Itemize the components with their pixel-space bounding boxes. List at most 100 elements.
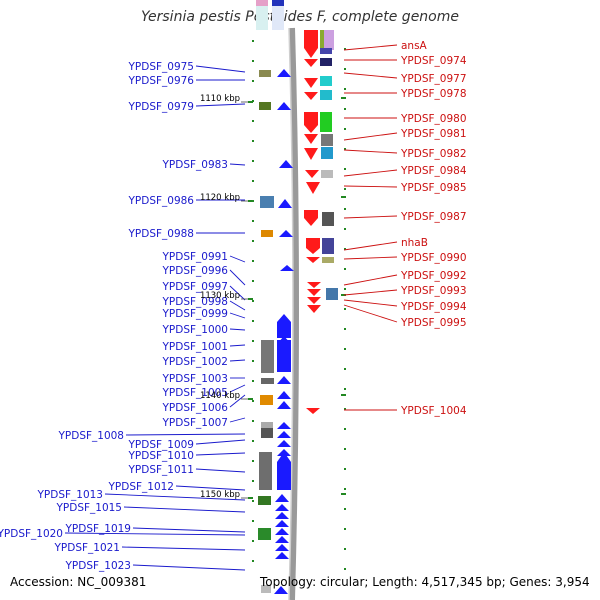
right-gene-label: YPDSF_0995 xyxy=(400,317,467,329)
reverse-gene-arrow xyxy=(304,92,318,100)
tick-dot xyxy=(252,40,254,42)
tick-dot xyxy=(344,468,346,470)
tick-dot xyxy=(252,420,254,422)
right-connector xyxy=(343,241,398,251)
reverse-gene-arrow xyxy=(306,257,320,263)
tick-dot xyxy=(252,120,254,122)
right-gene-label: nhaB xyxy=(401,237,428,249)
left-gene-label: YPDSF_0975 xyxy=(127,61,194,73)
feature-box xyxy=(322,238,334,254)
left-gene-label: YPDSF_1013 xyxy=(36,489,103,501)
tick-dot xyxy=(252,500,254,502)
tick-dot xyxy=(344,148,346,150)
forward-gene-arrow xyxy=(277,102,291,110)
left-gene-label: YPDSF_1020 xyxy=(0,528,63,540)
left-connector xyxy=(229,344,246,347)
tick-dot xyxy=(344,288,346,290)
left-gene-label: YPDSF_1012 xyxy=(107,481,174,493)
left-connector xyxy=(132,564,246,571)
tick-dot xyxy=(344,248,346,250)
ruler-label: 1140 kbp xyxy=(200,391,240,401)
accession-text: Accession: NC_009381 xyxy=(10,575,147,589)
feature-box xyxy=(326,288,338,300)
reverse-gene-arrow xyxy=(304,125,318,133)
right-gene-label: YPDSF_1004 xyxy=(400,405,467,417)
left-gene-label: YPDSF_1021 xyxy=(53,542,120,554)
major-tick xyxy=(341,294,346,296)
reverse-gene-arrow xyxy=(304,59,318,67)
feature-box xyxy=(256,0,268,6)
forward-gene-arrow xyxy=(277,440,291,447)
left-gene-label: YPDSF_0996 xyxy=(161,265,228,277)
feature-box xyxy=(321,147,333,159)
right-connector xyxy=(343,299,398,307)
left-connector xyxy=(64,532,246,536)
tick-dot xyxy=(344,408,346,410)
feature-box xyxy=(256,6,268,30)
reverse-gene-arrow xyxy=(307,282,321,288)
right-connector xyxy=(343,132,398,141)
left-connector xyxy=(229,328,246,331)
reverse-gene-arrow xyxy=(306,182,320,194)
major-tick xyxy=(341,493,346,495)
major-tick xyxy=(248,101,253,103)
reverse-gene-arrow xyxy=(304,134,318,144)
left-gene-label: YPDSF_0976 xyxy=(127,75,194,87)
feature-box xyxy=(321,134,333,146)
tick-dot xyxy=(344,68,346,70)
left-gene-label: YPDSF_0986 xyxy=(127,195,194,207)
feature-box xyxy=(322,212,334,226)
tick-dot xyxy=(344,128,346,130)
forward-gene-arrow xyxy=(277,391,291,399)
left-connector xyxy=(229,285,246,301)
right-connector xyxy=(343,72,398,79)
tick-dot xyxy=(344,488,346,490)
tick-dot xyxy=(344,368,346,370)
tick-dot xyxy=(252,160,254,162)
genome-backbone xyxy=(289,27,299,600)
tick-dot xyxy=(252,440,254,442)
forward-gene-arrow xyxy=(279,160,293,168)
right-gene-label: YPDSF_0990 xyxy=(400,252,467,264)
left-connector xyxy=(121,546,246,551)
reverse-gene-block xyxy=(304,210,318,218)
left-connector xyxy=(229,417,246,423)
feature-box xyxy=(258,528,271,540)
forward-gene-arrow xyxy=(275,520,289,527)
feature-box xyxy=(324,30,334,50)
forward-gene-arrow xyxy=(277,431,291,438)
left-connector xyxy=(229,269,246,286)
feature-box xyxy=(321,170,333,178)
ruler-label: 1130 kbp xyxy=(200,291,240,301)
tick-dot xyxy=(344,108,346,110)
left-connector xyxy=(132,527,246,533)
right-gene-label: YPDSF_0993 xyxy=(400,285,467,297)
forward-gene-arrow xyxy=(279,230,293,237)
left-connector xyxy=(229,384,246,393)
forward-gene-arrow xyxy=(277,336,291,344)
feature-box xyxy=(261,378,274,384)
tick-dot xyxy=(252,180,254,182)
left-gene-label: YPDSF_1007 xyxy=(161,417,228,429)
feature-box xyxy=(258,496,271,505)
reverse-gene-arrow xyxy=(304,78,318,88)
reverse-gene-block xyxy=(304,112,318,125)
reverse-gene-arrow xyxy=(307,289,321,296)
tick-dot xyxy=(344,348,346,350)
reverse-gene-arrow xyxy=(304,48,318,58)
tick-dot xyxy=(344,508,346,510)
ruler-labels: 1110 kbp 1120 kbp 1130 kbp 1140 kbp 1150 kbp xyxy=(200,94,248,500)
right-connector xyxy=(343,169,398,177)
right-gene-label: YPDSF_0994 xyxy=(400,301,467,313)
left-gene-label: YPDSF_1006 xyxy=(161,402,228,414)
feature-box xyxy=(320,90,332,100)
left-connector xyxy=(195,452,246,456)
left-gene-label: YPDSF_0988 xyxy=(127,228,194,240)
feature-box xyxy=(259,70,271,77)
left-connector xyxy=(229,163,246,166)
tick-dot xyxy=(252,300,254,302)
reverse-gene-arrow xyxy=(306,408,320,414)
feature-box xyxy=(320,58,332,66)
tick-dot xyxy=(344,548,346,550)
